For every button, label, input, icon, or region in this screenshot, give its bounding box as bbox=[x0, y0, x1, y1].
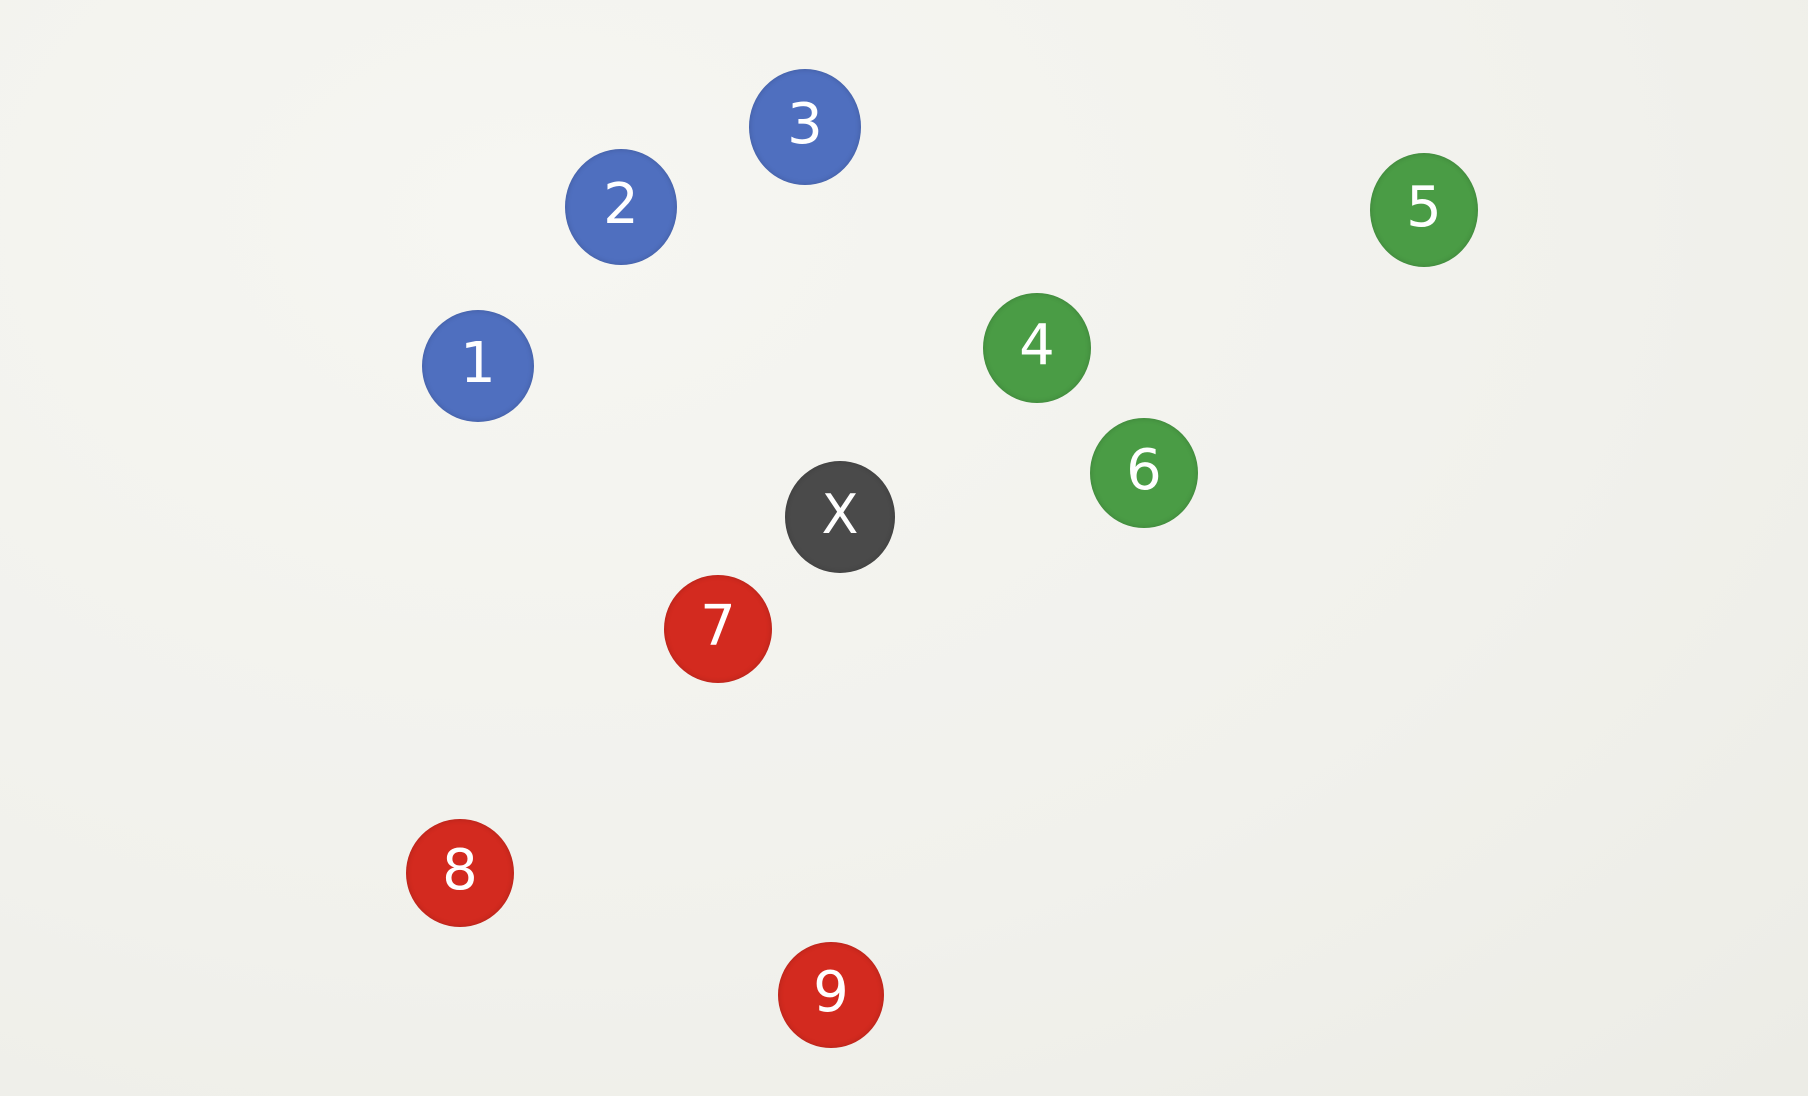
node-6-label: 6 bbox=[1126, 438, 1162, 503]
node-9: 9 bbox=[778, 942, 884, 1048]
node-3: 3 bbox=[749, 69, 861, 185]
node-7: 7 bbox=[664, 575, 772, 683]
node-4: 4 bbox=[983, 293, 1091, 403]
node-6: 6 bbox=[1090, 418, 1198, 528]
node-5: 5 bbox=[1370, 153, 1478, 267]
node-1-label: 1 bbox=[460, 331, 496, 396]
node-4-label: 4 bbox=[1019, 313, 1055, 378]
node-8: 8 bbox=[406, 819, 514, 927]
node-8-label: 8 bbox=[442, 838, 478, 903]
node-2-label: 2 bbox=[603, 172, 639, 237]
node-1: 1 bbox=[422, 310, 534, 422]
node-x: X bbox=[785, 461, 895, 573]
node-x-label: X bbox=[821, 483, 859, 546]
node-9-label: 9 bbox=[813, 960, 849, 1025]
node-7-label: 7 bbox=[700, 594, 736, 659]
node-3-label: 3 bbox=[787, 92, 823, 157]
node-2: 2 bbox=[565, 149, 677, 265]
node-5-label: 5 bbox=[1406, 175, 1442, 240]
